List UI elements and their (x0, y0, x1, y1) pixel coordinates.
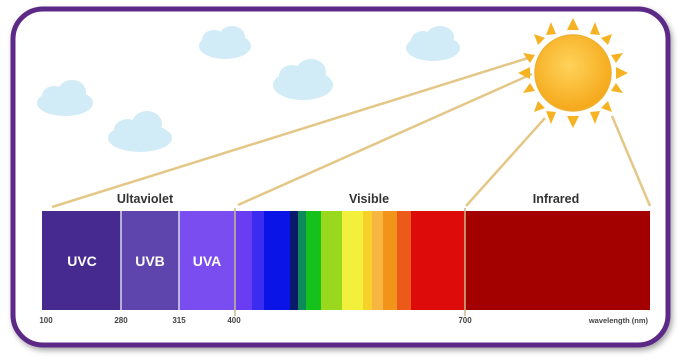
visible-label: Visible (349, 192, 389, 206)
visible-band-violet (235, 211, 252, 310)
uvc-label: UVC (67, 253, 97, 269)
visible-spectrum (235, 211, 465, 310)
visible-band-gold (363, 211, 372, 310)
uva-band (179, 211, 235, 310)
uvb-label: UVB (135, 253, 165, 269)
visible-band-yellow (342, 211, 363, 310)
ultraviolet-label: Ultaviolet (117, 192, 174, 206)
uvb-band (121, 211, 179, 310)
visible-band-deep-blue (290, 211, 298, 310)
sun-icon (518, 18, 628, 128)
visible-band-dark-orange (397, 211, 411, 310)
axis-label: wavelength (nm) (588, 316, 649, 325)
tick-label: 315 (172, 316, 186, 325)
infrared-label: Infrared (533, 192, 580, 206)
uva-label: UVA (193, 253, 222, 269)
cloud-icon (273, 59, 333, 100)
tick-label: 400 (227, 316, 241, 325)
cloud-icon (37, 80, 93, 116)
infrared-band (465, 211, 650, 310)
tick-label: 280 (114, 316, 128, 325)
visible-band-light-orange (372, 211, 383, 310)
cloud-icon (199, 26, 251, 59)
tick-label: 700 (458, 316, 472, 325)
visible-band-lime (321, 211, 342, 310)
visible-band-blue (264, 211, 290, 310)
tick-label: 100 (39, 316, 53, 325)
visible-band-green (306, 211, 321, 310)
visible-band-teal (298, 211, 306, 310)
sun-rays (51, 56, 652, 209)
visible-band-orange (383, 211, 397, 310)
cloud-icon (406, 26, 460, 61)
visible-band-indigo (252, 211, 264, 310)
visible-band-red (411, 211, 465, 310)
cloud-icon (108, 111, 172, 152)
uvc-band (42, 211, 121, 310)
